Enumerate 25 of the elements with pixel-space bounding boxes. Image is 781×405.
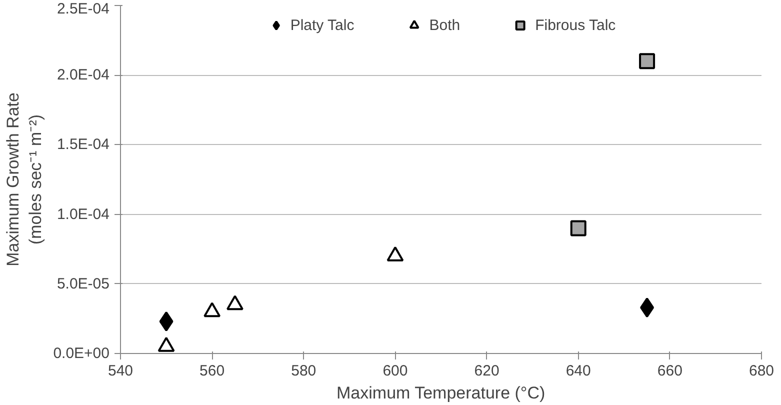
- point: [204, 302, 221, 318]
- y-tick-label: 0.0E+00: [53, 345, 110, 362]
- point: [158, 336, 175, 352]
- legend-label: Platy Talc: [290, 16, 354, 34]
- y-tick-label: 1.5E-04: [56, 136, 110, 154]
- y-tick-label: 2.5E-04: [56, 0, 110, 18]
- legend-label: Both: [429, 16, 460, 34]
- x-tick-label: 580: [291, 362, 316, 380]
- y-axis-title: Maximum Growth Rate (moles sec⁻¹ m⁻²): [3, 92, 46, 266]
- y-tick-label: 1.0E-04: [56, 206, 110, 223]
- y-tick-label: 2.0E-04: [56, 66, 110, 84]
- legend-label: Fibrous Talc: [535, 16, 616, 34]
- x-tick-label: 680: [748, 362, 774, 380]
- x-axis-title: Maximum Temperature (°C): [336, 384, 546, 402]
- x-tick-label: 640: [566, 362, 591, 380]
- x-tick-label: 600: [382, 362, 408, 380]
- x-tick-label: 560: [200, 362, 225, 380]
- x-tick-label: 540: [108, 362, 134, 380]
- point: [226, 295, 244, 310]
- point: [386, 246, 404, 262]
- point: [639, 53, 656, 70]
- x-tick-label: 620: [474, 362, 500, 380]
- point: [570, 220, 586, 236]
- x-tick-label: 660: [657, 362, 682, 380]
- y-tick-label: 5.0E-05: [56, 275, 110, 292]
